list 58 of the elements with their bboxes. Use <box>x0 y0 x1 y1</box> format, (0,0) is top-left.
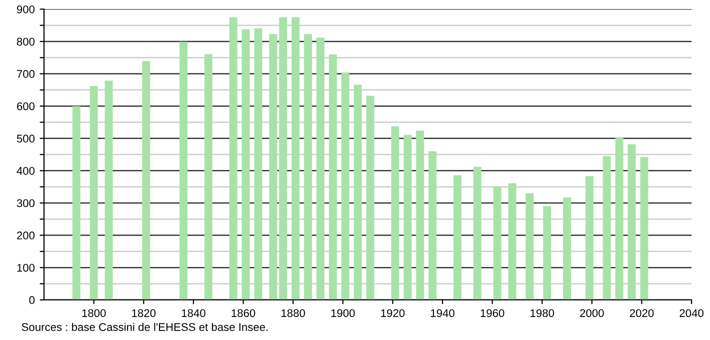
x-tick-label: 1960 <box>480 309 504 318</box>
y-tick-label: 400 <box>16 166 35 175</box>
bar <box>585 176 594 300</box>
x-tick-label: 1900 <box>331 309 355 318</box>
bar <box>473 166 482 300</box>
bar <box>526 193 534 300</box>
y-tick-label: 600 <box>17 102 35 110</box>
x-tick-label: 1820 <box>132 309 156 318</box>
bar <box>493 186 502 300</box>
bar <box>204 54 212 300</box>
y-tick-label: 800 <box>16 38 35 46</box>
y-tick-label: 200 <box>17 232 35 240</box>
x-tick-label: 2040 <box>680 309 704 318</box>
bar <box>416 130 424 300</box>
bar <box>328 54 337 300</box>
x-tick-label: 1800 <box>82 309 106 318</box>
x-tick-label: 1880 <box>282 309 305 318</box>
bar <box>615 137 624 300</box>
bar <box>254 28 262 300</box>
y-tick-label: 0 <box>29 296 35 304</box>
bar <box>366 96 374 300</box>
x-tick-label: 2000 <box>580 309 604 318</box>
x-tick-label: 1940 <box>430 309 454 318</box>
bar <box>104 80 113 300</box>
bar <box>316 38 324 300</box>
y-tick-label: 700 <box>17 70 35 78</box>
bar <box>229 17 238 300</box>
bar <box>508 183 516 300</box>
source-note: Sources : base Cassini de l'EHESS et base Insee. <box>22 322 268 332</box>
bar <box>428 151 437 300</box>
bar <box>563 197 571 300</box>
bar <box>543 206 552 300</box>
y-tick-label: 300 <box>16 199 35 208</box>
bar <box>292 17 300 300</box>
y-tick-label: 100 <box>17 264 35 272</box>
x-tick-label: 1920 <box>381 309 405 318</box>
bar <box>72 106 80 300</box>
x-tick-label: 2020 <box>630 309 654 318</box>
bar <box>269 34 278 300</box>
x-tick-label: 1860 <box>232 309 256 318</box>
x-tick-label: 1980 <box>530 309 554 318</box>
bar <box>628 144 636 300</box>
bar <box>391 126 400 300</box>
bar <box>354 84 362 300</box>
bar <box>453 175 462 300</box>
bar <box>304 34 312 300</box>
bar <box>404 134 412 300</box>
bar <box>90 86 98 300</box>
bar <box>279 17 288 300</box>
bar <box>242 29 250 300</box>
bar <box>341 72 350 300</box>
bar <box>142 61 150 300</box>
bar <box>180 42 188 300</box>
y-tick-label: 900 <box>16 5 35 14</box>
x-tick-label: 1840 <box>182 309 206 318</box>
bar <box>602 156 611 300</box>
bar <box>640 157 648 300</box>
y-tick-label: 500 <box>16 134 35 143</box>
